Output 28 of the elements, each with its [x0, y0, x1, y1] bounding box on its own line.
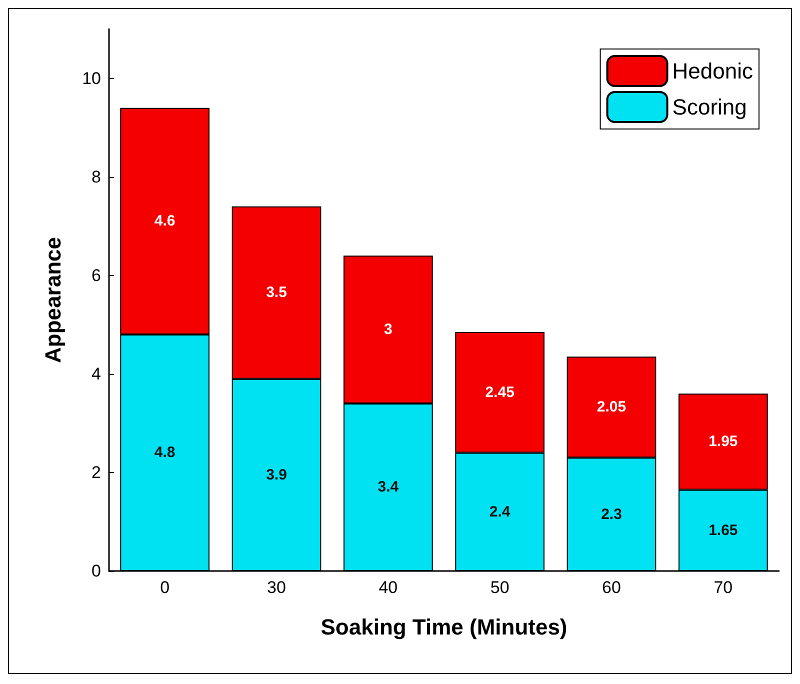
x-tick-label: 70 — [714, 578, 733, 597]
y-tick-label: 6 — [92, 266, 101, 285]
data-label: 4.8 — [154, 444, 176, 462]
y-axis-title: Appearance — [40, 237, 66, 363]
legend-label: Hedonic — [672, 58, 753, 84]
data-label: 2.05 — [596, 398, 626, 416]
x-tick-label: 50 — [490, 578, 510, 597]
x-tick-label: 60 — [602, 578, 621, 597]
data-label: 2.45 — [485, 384, 514, 401]
data-label: 3 — [384, 321, 392, 338]
x-tick-label: 40 — [378, 578, 398, 597]
data-label: 2.3 — [601, 506, 622, 523]
y-tick-label: 10 — [82, 68, 101, 88]
data-label: 3.9 — [266, 466, 287, 484]
data-label: 4.6 — [154, 212, 176, 230]
y-tick-label: 8 — [92, 167, 101, 186]
data-label: 1.65 — [708, 522, 738, 539]
y-tick-label: 0 — [92, 562, 101, 580]
data-label: 3.4 — [378, 478, 400, 496]
x-tick-label: 30 — [267, 578, 286, 597]
y-tick-label: 4 — [92, 364, 101, 384]
x-axis-title: Soaking Time (Minutes) — [320, 614, 568, 640]
x-tick-label: 0 — [160, 578, 170, 597]
legend-label: Scoring — [672, 94, 747, 120]
data-label: 1.95 — [708, 433, 738, 450]
data-label: 3.5 — [266, 284, 287, 302]
y-tick-label: 2 — [92, 462, 101, 482]
data-label: 2.4 — [489, 503, 511, 520]
